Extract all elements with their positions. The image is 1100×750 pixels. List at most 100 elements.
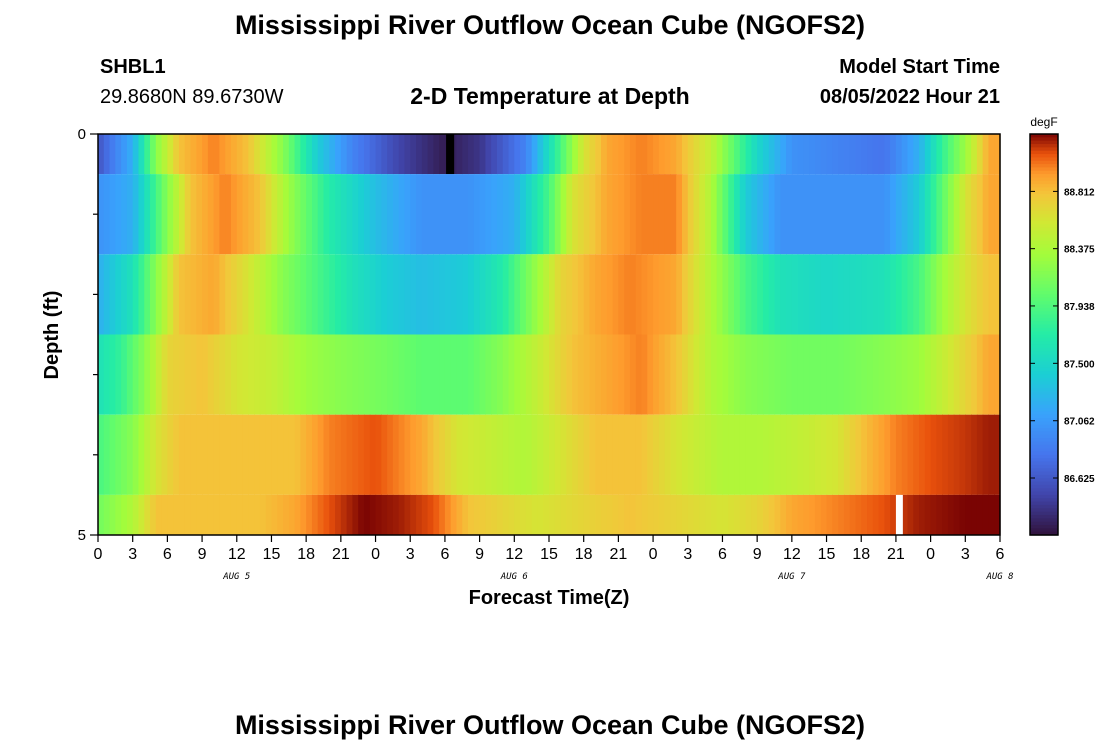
heatmap-cell [103,174,111,255]
heatmap-cell [514,134,521,175]
heatmap-cell [589,134,596,175]
heatmap-cell [230,494,238,535]
heatmap-cell [236,174,244,255]
heatmap-cell [387,254,394,335]
heatmap-cell [323,174,330,255]
heatmap-cell [803,494,810,535]
heatmap-cell [554,254,562,335]
heatmap-cell [265,494,273,535]
heatmap-cell [814,414,822,495]
heatmap-cell [549,254,556,335]
heatmap-cell [560,414,567,495]
heatmap-cell [774,254,781,335]
heatmap-cell [479,254,486,335]
heatmap-cell [641,254,648,335]
colorbar-swatch [1030,177,1058,182]
heatmap-cell [572,174,579,255]
heatmap-cell [277,494,284,535]
heatmap-cell [144,414,151,495]
colorbar-swatch [1030,421,1058,426]
heatmap-cell [242,174,249,255]
heatmap-cell [924,174,932,255]
heatmap-cell [601,334,608,415]
heatmap-cell [444,254,452,335]
colorbar-swatch [1030,264,1058,269]
colorbar-swatch [1030,214,1058,219]
heatmap-cell [774,134,781,175]
heatmap-cell [589,494,596,535]
colorbar-swatch [1030,180,1058,185]
heatmap-cell [930,174,937,255]
heatmap-cell [115,134,122,175]
heatmap-cell [936,174,943,255]
heatmap-cell [496,174,504,255]
heatmap-cell [745,254,752,335]
heatmap-cell [225,254,232,335]
colorbar-swatch [1030,164,1058,169]
heatmap-cell [537,334,544,415]
heatmap-cell [381,414,388,495]
heatmap-cell [895,254,903,335]
heatmap-cell [722,254,729,335]
heatmap-cell [520,494,527,535]
heatmap-cell [606,174,614,255]
station-coordinates: 29.8680N 89.6730W [100,86,284,108]
heatmap-cell [444,174,452,255]
x-tick-label: 0 [926,546,935,563]
heatmap-cell [878,134,885,175]
heatmap-cell [462,174,469,255]
x-tick-label: 6 [440,546,449,563]
heatmap-cell [543,174,550,255]
heatmap-cell [173,494,180,535]
heatmap-cell [485,174,492,255]
heatmap-cell [971,174,978,255]
heatmap-cell [676,494,683,535]
heatmap-cell [115,334,122,415]
heatmap-cell [826,134,833,175]
heatmap-cell [618,494,625,535]
heatmap-cell [855,334,862,415]
heatmap-cell [994,414,1001,495]
heatmap-cell [670,134,677,175]
heatmap-cell [878,174,885,255]
heatmap-cell [595,494,602,535]
heatmap-cell [248,254,255,335]
colorbar-swatch [1030,234,1058,239]
heatmap-cell [624,334,631,415]
heatmap-cell [699,494,706,535]
heatmap-cell [716,414,724,495]
heatmap-cell [363,494,371,535]
heatmap-cell [988,494,995,535]
heatmap-cell [115,254,122,335]
heatmap-cell [132,134,140,175]
heatmap-cell [791,494,799,535]
heatmap-cell [624,174,631,255]
colorbar-swatch [1030,351,1058,356]
heatmap-cell [768,254,776,335]
heatmap-cell [716,134,724,175]
heatmap-cell [254,334,261,415]
heatmap-cell [849,134,857,175]
heatmap-cell [543,414,550,495]
heatmap-cell [913,134,920,175]
heatmap-cell [491,254,498,335]
heatmap-cell [757,334,764,415]
heatmap-cell [832,414,839,495]
heatmap-cell [462,254,469,335]
x-tick-label: 6 [996,546,1005,563]
heatmap-cell [838,334,845,415]
heatmap-cell [346,134,354,175]
heatmap-cell [173,254,180,335]
heatmap-cell [103,134,111,175]
missing-data-cell [446,134,455,175]
heatmap-cell [167,254,174,335]
heatmap-cell [468,414,475,495]
heatmap-cell [855,414,862,495]
heatmap-cell [167,414,174,495]
heatmap-cell [624,414,631,495]
heatmap-cell [641,494,648,535]
heatmap-cell [861,254,868,335]
heatmap-cell [901,174,909,255]
heatmap-cell [572,134,579,175]
heatmap-cell [531,334,539,415]
